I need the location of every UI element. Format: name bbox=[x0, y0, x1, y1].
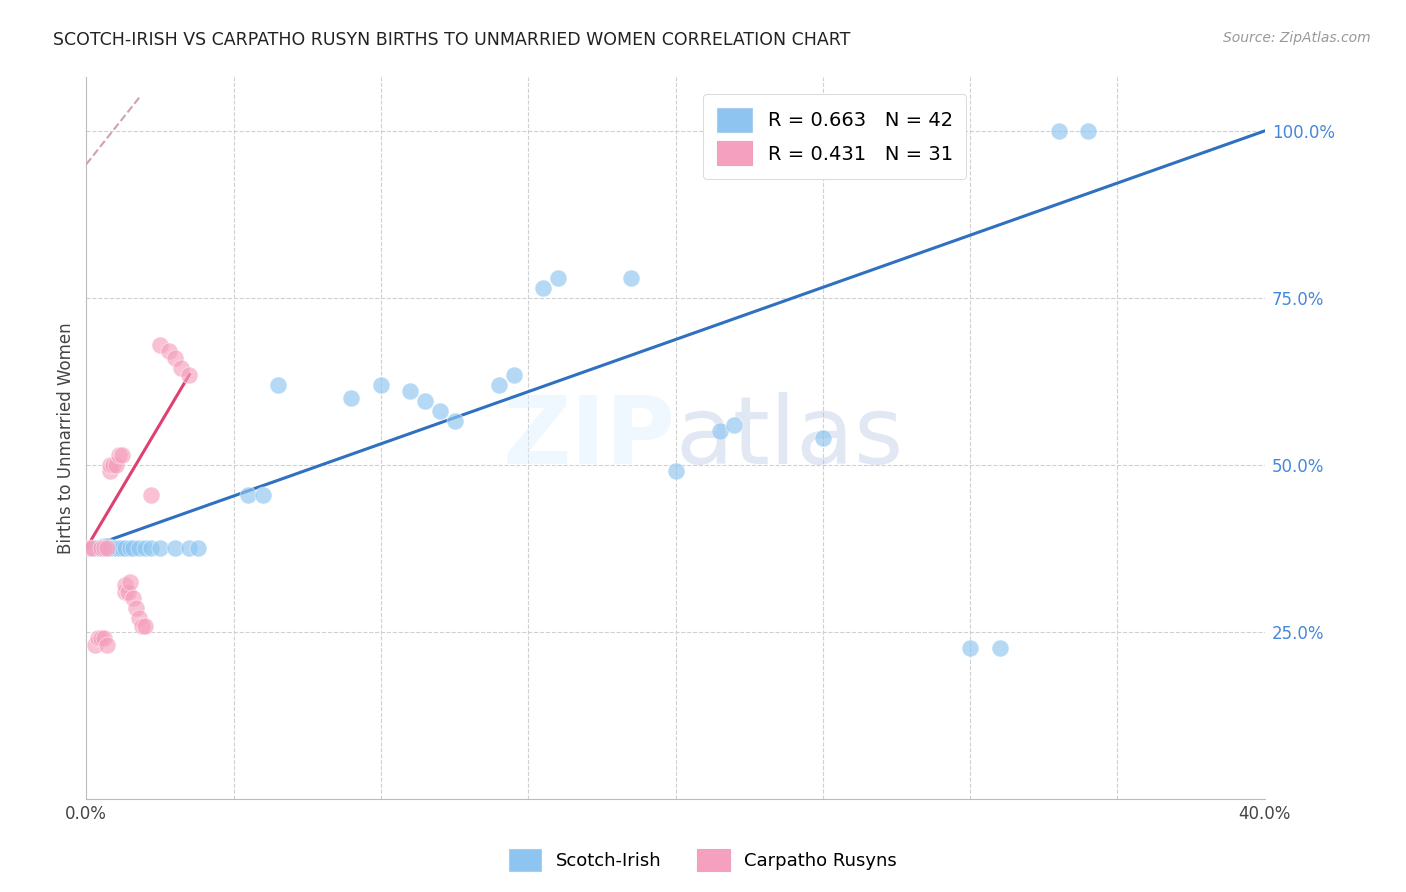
Point bbox=[90, 541, 112, 556]
Point bbox=[98, 458, 121, 472]
Point bbox=[111, 541, 134, 556]
Point bbox=[169, 360, 191, 375]
Point bbox=[111, 448, 134, 462]
Point bbox=[620, 270, 643, 285]
Text: ZIP: ZIP bbox=[503, 392, 675, 484]
Text: atlas: atlas bbox=[675, 392, 904, 484]
Point bbox=[101, 458, 124, 472]
Point bbox=[252, 488, 274, 502]
Point bbox=[96, 638, 118, 652]
Point bbox=[179, 368, 201, 382]
Point bbox=[502, 368, 524, 382]
Point bbox=[114, 584, 136, 599]
Text: Source: ZipAtlas.com: Source: ZipAtlas.com bbox=[1223, 31, 1371, 45]
Point bbox=[120, 574, 142, 589]
Point bbox=[122, 541, 145, 556]
Point bbox=[723, 417, 745, 432]
Point bbox=[429, 404, 451, 418]
Point bbox=[122, 591, 145, 606]
Point bbox=[988, 641, 1011, 656]
Point bbox=[120, 541, 142, 556]
Point bbox=[134, 619, 156, 633]
Point bbox=[87, 541, 110, 556]
Point bbox=[443, 414, 465, 428]
Point bbox=[267, 377, 290, 392]
Point bbox=[139, 541, 162, 556]
Legend: R = 0.663   N = 42, R = 0.431   N = 31: R = 0.663 N = 42, R = 0.431 N = 31 bbox=[703, 95, 966, 178]
Point bbox=[1047, 124, 1070, 138]
Point bbox=[547, 270, 569, 285]
Point bbox=[77, 541, 100, 556]
Point bbox=[149, 337, 172, 351]
Point bbox=[98, 464, 121, 478]
Point bbox=[90, 541, 112, 556]
Point bbox=[87, 632, 110, 646]
Point bbox=[98, 541, 121, 556]
Point bbox=[149, 541, 172, 556]
Point bbox=[114, 541, 136, 556]
Point bbox=[664, 464, 686, 478]
Point bbox=[1077, 124, 1099, 138]
Point bbox=[709, 425, 731, 439]
Point bbox=[93, 539, 115, 553]
Point bbox=[117, 584, 139, 599]
Point bbox=[104, 541, 127, 556]
Point bbox=[84, 638, 107, 652]
Point bbox=[114, 578, 136, 592]
Point bbox=[139, 488, 162, 502]
Point bbox=[93, 541, 115, 556]
Point bbox=[107, 541, 129, 556]
Point bbox=[96, 541, 118, 556]
Point bbox=[488, 377, 510, 392]
Point bbox=[238, 488, 260, 502]
Point bbox=[959, 641, 981, 656]
Point bbox=[179, 541, 201, 556]
Point bbox=[96, 539, 118, 553]
Point bbox=[370, 377, 392, 392]
Point bbox=[82, 541, 104, 556]
Point bbox=[93, 632, 115, 646]
Point bbox=[531, 281, 554, 295]
Point bbox=[163, 541, 186, 556]
Text: SCOTCH-IRISH VS CARPATHO RUSYN BIRTHS TO UNMARRIED WOMEN CORRELATION CHART: SCOTCH-IRISH VS CARPATHO RUSYN BIRTHS TO… bbox=[53, 31, 851, 49]
Point bbox=[811, 431, 834, 445]
Point bbox=[163, 351, 186, 365]
Point bbox=[399, 384, 422, 399]
Point bbox=[128, 611, 150, 625]
Point bbox=[157, 344, 180, 359]
Point bbox=[107, 448, 129, 462]
Point bbox=[84, 541, 107, 556]
Point bbox=[101, 541, 124, 556]
Point bbox=[104, 458, 127, 472]
Legend: Scotch-Irish, Carpatho Rusyns: Scotch-Irish, Carpatho Rusyns bbox=[502, 842, 904, 879]
Point bbox=[131, 619, 153, 633]
Point bbox=[125, 601, 148, 615]
Point bbox=[413, 394, 436, 409]
Point bbox=[187, 541, 209, 556]
Point bbox=[90, 632, 112, 646]
Point bbox=[128, 541, 150, 556]
Y-axis label: Births to Unmarried Women: Births to Unmarried Women bbox=[58, 322, 75, 554]
Point bbox=[340, 391, 363, 405]
Point bbox=[134, 541, 156, 556]
